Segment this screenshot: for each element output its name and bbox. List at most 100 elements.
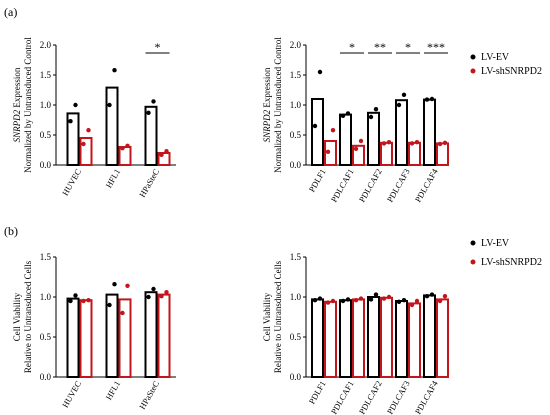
data-point xyxy=(358,138,364,144)
significance-label: * xyxy=(155,40,161,54)
data-point xyxy=(368,297,374,302)
panel-letter-a: (a) xyxy=(4,5,17,19)
bar-lv-shsnrpd2 xyxy=(118,146,132,166)
data-point xyxy=(325,300,331,305)
legend-marker-lv-ev xyxy=(470,240,476,246)
data-point xyxy=(396,102,402,108)
data-point xyxy=(437,298,443,304)
bar-lv-shsnrpd2 xyxy=(380,141,393,167)
data-point xyxy=(86,128,91,133)
data-point xyxy=(317,296,323,301)
bar-lv-ev xyxy=(66,297,80,379)
bar-lv-shsnrpd2 xyxy=(408,141,421,167)
chart-a-right: 0.0 0.5 1.0 1.5 2.0 SNRPD2 Expression Normaliz… xyxy=(262,37,449,204)
data-point xyxy=(424,97,430,102)
significance-label: * xyxy=(349,40,355,54)
y-axis-label-text: Cell Viability xyxy=(12,292,22,341)
data-point xyxy=(81,141,86,147)
bar-lv-shsnrpd2 xyxy=(352,298,365,378)
data-point xyxy=(159,294,164,299)
bar-lv-shsnrpd2 xyxy=(79,299,93,379)
data-point xyxy=(381,141,387,146)
data-point xyxy=(68,298,73,304)
bar-lv-ev xyxy=(311,298,324,378)
bar-lv-shsnrpd2 xyxy=(79,137,93,166)
x-category-label: PDLF1 xyxy=(307,167,328,194)
y-tick-label: 2.0 xyxy=(290,40,302,50)
data-point xyxy=(424,294,430,299)
data-point xyxy=(373,107,379,112)
bar-lv-ev xyxy=(339,299,352,379)
x-category-label: PDLCAF1 xyxy=(329,167,356,204)
data-point xyxy=(414,140,420,145)
data-point xyxy=(312,123,318,129)
legend-marker-lv-ev xyxy=(470,54,476,60)
bar-lv-ev xyxy=(144,291,158,379)
bar-lv-ev xyxy=(395,300,408,378)
legend-marker-lv-shsnrpd2 xyxy=(470,68,476,74)
data-point xyxy=(373,292,379,297)
data-point xyxy=(112,68,117,73)
bar-lv-ev xyxy=(144,105,158,167)
data-point xyxy=(159,152,164,157)
bar-lv-shsnrpd2 xyxy=(352,144,365,167)
data-point xyxy=(396,299,402,304)
y-tick-label: 2.0 xyxy=(40,40,52,50)
data-point xyxy=(345,111,351,116)
legend-label-lv-shsnrpd2: LV-shSNRPD2 xyxy=(481,257,542,268)
data-point xyxy=(409,141,415,146)
chart-b-right: 0.0 0.5 1.0 1.5 Cell Viability Relative to Un… xyxy=(262,252,449,415)
x-category-label: HUVEC xyxy=(60,379,83,410)
x-category-label: PDLCAF4 xyxy=(413,378,440,415)
y-axis-label-line2: Normalized by Untransduced Control xyxy=(23,37,33,173)
data-point xyxy=(151,286,156,292)
data-point xyxy=(120,146,125,151)
y-axis-label-text: Expression xyxy=(262,67,272,110)
bar-lv-shsnrpd2 xyxy=(436,142,449,166)
x-category-label: PDLCAF1 xyxy=(329,379,356,415)
y-axis-label-line2: Normalized by Untransduced Control xyxy=(273,37,283,173)
y-tick-label: 0.5 xyxy=(290,130,302,140)
data-point xyxy=(112,282,117,287)
legend-label-lv-ev: LV-EV xyxy=(481,52,510,63)
y-tick-label: 0.5 xyxy=(290,332,302,342)
data-point xyxy=(437,141,443,147)
data-point xyxy=(330,298,336,304)
y-tick-label: 1.0 xyxy=(40,100,52,110)
bar-lv-ev xyxy=(66,112,80,166)
data-point xyxy=(442,294,448,299)
significance-label: ** xyxy=(374,40,386,54)
data-point xyxy=(401,298,407,303)
y-tick-label: 1.5 xyxy=(290,70,302,80)
data-point xyxy=(429,96,435,102)
data-point xyxy=(409,302,415,308)
bar-lv-ev xyxy=(311,98,324,166)
y-axis-label-gene: SNRPD2 xyxy=(12,109,22,142)
bar-lv-shsnrpd2 xyxy=(408,302,421,378)
x-category-label: PDLF1 xyxy=(307,379,328,406)
y-axis-label-text: Cell Viability xyxy=(262,292,272,341)
data-point xyxy=(146,294,151,300)
data-point xyxy=(164,290,169,295)
y-tick-label: 0.5 xyxy=(40,130,52,140)
data-point xyxy=(345,297,351,302)
data-point xyxy=(73,102,78,108)
bar-lv-shsnrpd2 xyxy=(324,300,337,378)
bar-lv-shsnrpd2 xyxy=(324,140,337,166)
y-axis-label: Cell Viability xyxy=(12,292,22,341)
x-category-label: HPaSteC xyxy=(137,379,161,411)
y-tick-label: 1.0 xyxy=(40,292,52,302)
chart-a-left: 0.0 0.5 1.0 1.5 2.0 SNRPD2 Expression Normaliz… xyxy=(12,37,176,199)
data-point xyxy=(353,298,359,303)
bar-lv-shsnrpd2 xyxy=(380,296,393,378)
x-category-label: PDLCAF4 xyxy=(413,166,440,204)
data-point xyxy=(317,69,323,75)
y-tick-label: 1.5 xyxy=(40,252,52,262)
bar-lv-ev xyxy=(105,86,119,166)
data-point xyxy=(125,283,130,288)
x-category-label: HUVEC xyxy=(60,167,83,198)
bar-lv-ev xyxy=(367,111,380,167)
significance-label: *** xyxy=(427,40,445,54)
y-axis-label-line2: Relative to Untransduced Cells xyxy=(23,260,33,373)
